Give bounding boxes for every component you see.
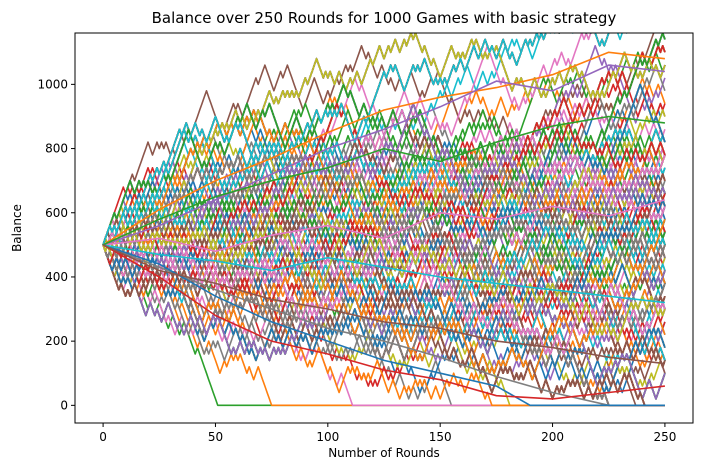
envelope-series-line bbox=[102, 115, 665, 246]
x-axis-label: Number of Rounds bbox=[328, 446, 440, 460]
y-tick-label: 400 bbox=[45, 270, 68, 284]
game-balance-line bbox=[102, 102, 666, 265]
series-layer bbox=[102, 33, 666, 407]
x-tick-label: 50 bbox=[208, 430, 223, 444]
x-axis-ticks: 0 50 100 150 200 250 bbox=[99, 423, 676, 444]
envelope-series-line bbox=[102, 244, 665, 407]
game-balance-line bbox=[102, 147, 666, 272]
x-tick-label: 100 bbox=[316, 430, 339, 444]
y-tick-label: 800 bbox=[45, 142, 68, 156]
chart-title: Balance over 250 Rounds for 1000 Games w… bbox=[152, 9, 617, 27]
envelope-series-line bbox=[102, 51, 665, 246]
x-tick-label: 150 bbox=[429, 430, 452, 444]
envelope-series-line bbox=[102, 244, 665, 400]
envelope-series-line bbox=[103, 199, 666, 253]
game-balance-line bbox=[102, 33, 610, 246]
x-tick-label: 200 bbox=[541, 430, 564, 444]
y-axis-ticks: 0 200 400 600 800 1000 bbox=[37, 77, 75, 412]
y-axis-label: Balance bbox=[10, 204, 24, 252]
game-balance-line bbox=[102, 122, 666, 297]
game-balance-line bbox=[102, 218, 665, 407]
x-tick-label: 0 bbox=[99, 430, 107, 444]
y-tick-label: 0 bbox=[60, 398, 68, 412]
envelope-series-line bbox=[102, 244, 665, 365]
x-tick-label: 250 bbox=[653, 430, 676, 444]
y-tick-label: 200 bbox=[45, 334, 68, 348]
envelope-series-line bbox=[102, 244, 665, 304]
game-balance-line bbox=[102, 212, 666, 342]
y-tick-label: 600 bbox=[45, 206, 68, 220]
game-balance-line bbox=[102, 244, 665, 407]
plot-frame bbox=[74, 32, 694, 424]
envelope-series-line bbox=[102, 64, 665, 246]
plot-area: 0 50 100 150 200 250 0 200 400 600 800 1000 bbox=[37, 32, 694, 444]
y-tick-label: 1000 bbox=[37, 77, 68, 91]
